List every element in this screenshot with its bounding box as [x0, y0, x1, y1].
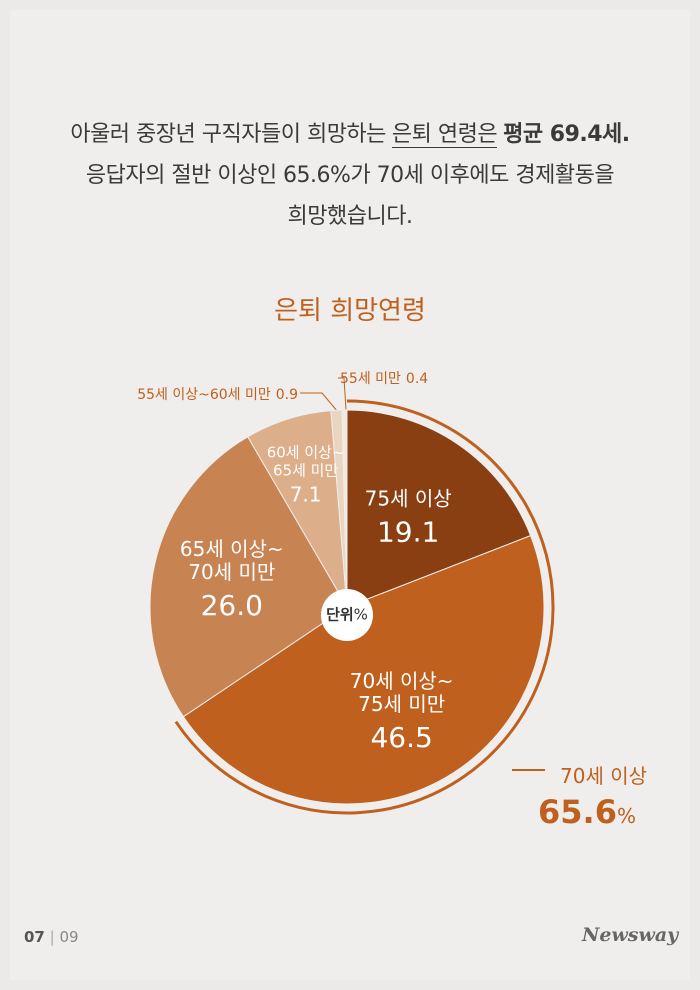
pie-slice: [182, 534, 545, 805]
intro-text: 아울러 중장년 구직자들이 희망하는: [70, 122, 386, 147]
intro-line: 희망했습니다.: [287, 204, 413, 229]
category-label: 75세 이상: [364, 485, 452, 510]
category-label: 55세 미만: [340, 371, 401, 387]
slice-label: 65세 이상~ 70세 미만 26.0: [180, 538, 284, 622]
chart-title: 은퇴 희망연령: [274, 296, 426, 326]
intro-underlined: 은퇴 연령은: [391, 122, 498, 148]
annotation-value: 65.6: [538, 793, 617, 831]
leader-line: [338, 377, 347, 411]
pie-slice: [341, 409, 348, 608]
unit-label: 단위%: [326, 606, 368, 623]
page-total: 09: [59, 928, 79, 946]
value-label: 46.5: [370, 720, 433, 754]
category-label: 55세 이상~60세 미만: [137, 387, 271, 403]
annotation-label: 70세 이상: [560, 764, 648, 788]
value-label: 0.4: [405, 371, 429, 387]
slice-label: 55세 미만 0.4: [340, 368, 428, 388]
brand: Newsway: [582, 924, 679, 946]
slice-label: 70세 이상~ 75세 미만 46.5: [349, 668, 454, 754]
annotation-arc: [174, 399, 555, 815]
value-label: 19.1: [376, 514, 440, 548]
category-label: 65세 이상~ 70세 미만: [179, 537, 284, 585]
pie-slice: [149, 436, 348, 718]
unit-symbol: %: [353, 605, 368, 624]
page-number: 07 | 09: [24, 928, 79, 946]
intro-bold: 평균 69.4세.: [503, 122, 630, 147]
value-label: 7.1: [289, 482, 322, 507]
unit-badge: [321, 589, 373, 641]
page-current: 07: [24, 928, 45, 946]
leader-line: [300, 392, 339, 413]
intro-line: 응답자의 절반 이상인 65.6%가 70세 이후에도 경제활동을: [85, 163, 615, 188]
pie-slice: [346, 409, 532, 608]
category-label: 70세 이상~ 75세 미만: [349, 668, 454, 716]
annotation-unit: %: [616, 804, 636, 828]
slice-label: 55세 이상~60세 미만 0.9: [137, 384, 298, 404]
slice-label: 75세 이상 19.1: [364, 485, 452, 548]
unit-text: 단위: [326, 605, 354, 624]
value-label: 26.0: [200, 589, 263, 623]
intro-line: 아울러 중장년 구직자들이 희망하는 은퇴 연령은 평균 69.4세.: [0, 116, 700, 148]
slice-label: 60세 이상~ 65세 미만 7.1: [266, 443, 345, 507]
category-label: 60세 이상~ 65세 미만: [266, 443, 345, 479]
annotation: 70세 이상 65.6%: [538, 760, 647, 831]
value-label: 0.9: [275, 387, 298, 403]
